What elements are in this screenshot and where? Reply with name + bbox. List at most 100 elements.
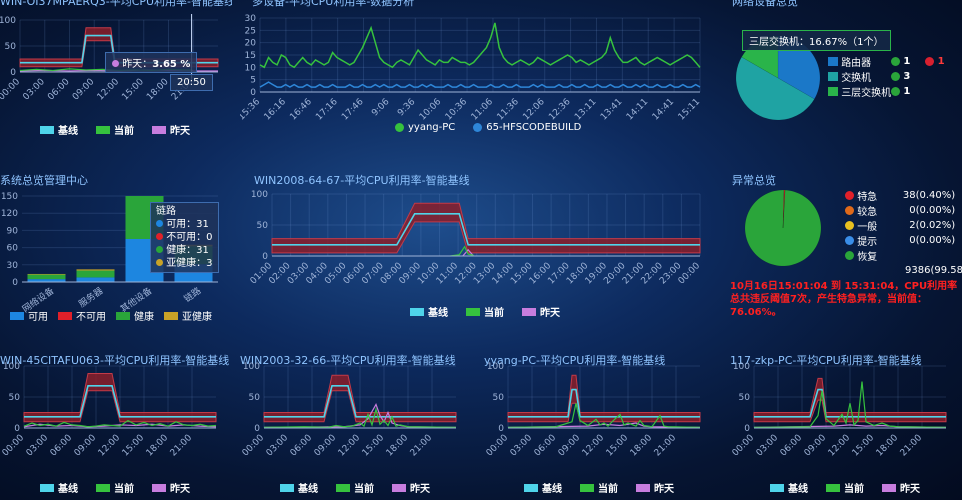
legend-label: 特急 [857,192,878,203]
chart-tooltip: 昨天：3.65 % [105,52,198,73]
y-tick-label: 10 [245,63,257,73]
legend-baseline[interactable]: 基线 [770,480,808,495]
legend-row-urgent[interactable]: 较急 0(0.00%) [845,203,962,218]
chart-legend: 基线 当前 昨天 [280,480,430,495]
x-tick-label: 03:00 [265,433,291,459]
legend-yesterday[interactable]: 昨天 [636,480,674,495]
legend-row-info[interactable]: 提示 0(0.00%) [845,233,962,248]
x-tick-label: 12:00 [337,433,363,459]
current-line [23,419,217,428]
x-tick-label: 00:00 [731,433,757,459]
legend-count-ok: 3 [903,71,911,82]
tooltip-row-label: 健康：31 [166,245,209,256]
legend-label: 可用 [28,312,48,323]
panel-cpu-win-oi37: WIN-OI37MPAERQ3-平均CPU利用率-智能基线 0 50 100 00:0… [0,0,232,160]
panel-title: 系统总览管理中心 [0,174,88,187]
x-tick-label: 03:00 [25,433,51,459]
baseline-line [508,388,700,418]
bar-segment [27,279,66,282]
x-tick-label: 9:36 [396,97,418,119]
y-tick-label: 100 [733,362,750,372]
tooltip-row-label: 亚健康：3 [166,258,213,269]
yesterday-swatch [152,125,166,134]
pie-anomalies[interactable] [720,172,962,332]
anomaly-pie-slice [744,189,822,267]
chart-cpu-yyang-pc[interactable]: 0 50 100 00:0003:0006:0009:0012:0015:0018:0… [484,344,716,500]
legend-subhealthy[interactable]: 亚健康 [164,308,212,323]
legend-row-router[interactable]: 路由器 1 1 [828,54,945,69]
x-tick-label: 06:00 [49,433,75,459]
panel-cpu-117-zkp-pc: 117-zkp-PC-平均CPU利用率-智能基线 0 50 100 00:00 03:0… [730,344,962,500]
legend-label: 恢复 [857,252,878,263]
x-tick-label: 12:06 [521,97,547,123]
legend-yesterday[interactable]: 昨天 [152,122,190,137]
legend-healthy[interactable]: 健康 [116,308,154,323]
chart-cpu-win2003[interactable]: 0 50 100 00:0003:0006:0009:0012:0015:0018:0… [240,344,472,500]
legend-series-2[interactable]: 65-HFSCODEBUILD [473,122,581,133]
x-tick-label: 15:36 [240,97,262,123]
y-tick-label: 50 [739,393,751,403]
legend-current[interactable]: 当前 [826,480,864,495]
x-tick-label: 16:46 [288,97,314,123]
legend-series-1[interactable]: yyang-PC [395,122,455,133]
legend-label: 交换机 [841,73,872,84]
pie-legend: 路由器 1 1 交换机 3 三层交换机 1 [828,54,945,99]
x-tick-label: 15:00 [605,433,631,459]
x-tick-label: 18:00 [145,433,171,459]
y-tick-label: 150 [1,192,18,202]
legend-yesterday[interactable]: 昨天 [392,480,430,495]
series-2-dot-icon [473,123,483,132]
legend-yesterday[interactable]: 昨天 [522,304,560,319]
legend-label: 当前 [114,484,134,495]
yesterday-dot-icon [112,60,119,67]
anomaly-legend: 特急 38(0.40%) 较急 0(0.00%) 一般 2(0.02%) 提示 0(0.… [845,188,962,278]
legend-current[interactable]: 当前 [96,480,134,495]
y-tick-label: 5 [250,76,256,86]
yesterday-swatch [522,307,536,316]
anomaly-alert-text: 10月16日15:01:04 到 15:31:04，CPU利用率总共违反阈值7次… [730,281,958,318]
legend-row-normal[interactable]: 一般 2(0.02%) [845,218,962,233]
chart-cpu-win2008[interactable]: 05010001:0002:0003:0004:0005:0006:0007:0… [240,172,710,332]
legend-yesterday[interactable]: 昨天 [152,480,190,495]
bar-segment [27,274,66,280]
y-tick-label: 0 [250,88,256,98]
legend-row-critical[interactable]: 特急 38(0.40%) [845,188,962,203]
bar-segment [76,270,115,278]
legend-baseline[interactable]: 基线 [40,480,78,495]
legend-available[interactable]: 可用 [10,308,48,323]
legend-current[interactable]: 当前 [580,480,618,495]
legend-baseline[interactable]: 基线 [410,304,448,319]
legend-label: 昨天 [170,484,190,495]
legend-yesterday[interactable]: 昨天 [882,480,920,495]
legend-baseline[interactable]: 基线 [524,480,562,495]
legend-row-l3-switch[interactable]: 三层交换机 1 [828,84,945,99]
legend-baseline[interactable]: 基线 [280,480,318,495]
y-tick-label: 0 [498,424,504,434]
legend-current[interactable]: 当前 [466,304,504,319]
chart-multi-device-cpu[interactable]: 0 5 10 15 20 25 30 15:36 16:16 16:46 17:16 17:46 9:0… [240,0,710,160]
normal-dot-icon [845,221,854,230]
x-tick-label: 15:00 [121,433,147,459]
legend-row-recovered[interactable]: 恢复 [845,248,962,263]
l3-switch-swatch [828,87,838,96]
x-tick-label: 12:36 [547,97,573,123]
y-tick-label: 0 [10,68,16,78]
legend-unavailable[interactable]: 不可用 [58,308,106,323]
legend-current[interactable]: 当前 [96,122,134,137]
recovered-dot-icon [845,251,854,260]
legend-baseline[interactable]: 基线 [40,122,78,137]
baseline-band [271,202,701,254]
yesterday-swatch [152,483,166,492]
legend-count-ok: 1 [903,86,911,97]
chart-cpu-win-45citafu063[interactable]: 0 50 100 00:0003:0006:0009:0012:0015:0018:0… [0,344,232,500]
current-line [507,403,701,428]
legend-label: 昨天 [170,126,190,137]
legend-row-switch[interactable]: 交换机 3 [828,69,945,84]
y-tick-label: 25 [245,26,256,36]
x-tick-label: 12:00 [96,77,122,103]
legend-current[interactable]: 当前 [336,480,374,495]
legend-count-ok: 1 [903,56,911,67]
x-tick-label: 链路 [182,285,204,305]
legend-value: 38(0.40%) [902,190,956,201]
chart-cpu-117-zkp-pc[interactable]: 0 50 100 00:0003:0006:0009:0012:0015:0018:0… [730,344,962,500]
